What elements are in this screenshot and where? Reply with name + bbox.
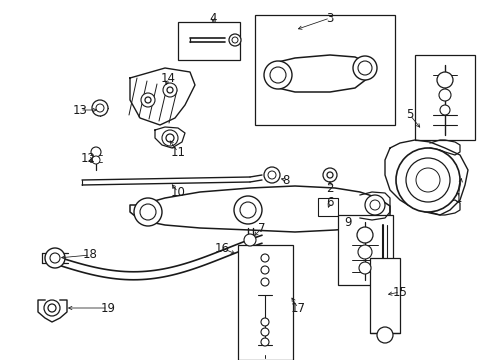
Circle shape: [45, 248, 65, 268]
Circle shape: [92, 156, 100, 164]
Circle shape: [405, 158, 449, 202]
Text: 15: 15: [392, 285, 407, 298]
Text: 4: 4: [209, 12, 216, 24]
Text: 7: 7: [258, 221, 265, 234]
Circle shape: [357, 245, 371, 259]
Text: 8: 8: [282, 174, 289, 186]
Circle shape: [50, 253, 60, 263]
Text: 6: 6: [325, 197, 333, 210]
Circle shape: [323, 168, 336, 182]
Text: 12: 12: [81, 152, 95, 165]
Circle shape: [395, 148, 459, 212]
Circle shape: [415, 168, 439, 192]
Circle shape: [96, 104, 104, 112]
Circle shape: [326, 172, 332, 178]
Bar: [254, 15, 394, 125]
Circle shape: [48, 304, 56, 312]
Bar: [317, 198, 337, 216]
Bar: [369, 258, 399, 333]
Text: 3: 3: [325, 12, 333, 24]
Circle shape: [234, 196, 262, 224]
Circle shape: [165, 134, 174, 142]
Circle shape: [162, 130, 178, 146]
Bar: [178, 22, 240, 60]
Circle shape: [261, 278, 268, 286]
Circle shape: [261, 266, 268, 274]
Circle shape: [352, 56, 376, 80]
Circle shape: [134, 198, 162, 226]
Circle shape: [44, 300, 60, 316]
Text: 11: 11: [170, 145, 185, 158]
Circle shape: [261, 338, 268, 346]
Text: 9: 9: [344, 216, 351, 230]
Circle shape: [356, 227, 372, 243]
Circle shape: [264, 167, 280, 183]
Circle shape: [358, 262, 370, 274]
Polygon shape: [130, 68, 195, 125]
Polygon shape: [130, 186, 389, 232]
Circle shape: [244, 234, 256, 246]
Circle shape: [228, 34, 241, 46]
Circle shape: [369, 200, 379, 210]
Circle shape: [261, 328, 268, 336]
Text: 16: 16: [214, 242, 229, 255]
Circle shape: [261, 318, 268, 326]
Circle shape: [269, 67, 285, 83]
Circle shape: [91, 147, 101, 157]
Circle shape: [439, 105, 449, 115]
Text: 13: 13: [72, 104, 87, 117]
Circle shape: [357, 61, 371, 75]
Circle shape: [141, 93, 155, 107]
Circle shape: [140, 204, 156, 220]
Circle shape: [261, 254, 268, 262]
Text: 19: 19: [101, 302, 115, 315]
Circle shape: [376, 327, 392, 343]
Text: 5: 5: [406, 108, 413, 122]
Circle shape: [264, 61, 291, 89]
Text: 1: 1: [453, 192, 461, 204]
Bar: [337, 215, 392, 285]
Text: 17: 17: [290, 302, 305, 315]
Circle shape: [438, 89, 450, 101]
Circle shape: [145, 97, 151, 103]
Circle shape: [364, 195, 384, 215]
Text: 2: 2: [325, 181, 333, 194]
Circle shape: [267, 171, 275, 179]
Circle shape: [240, 202, 256, 218]
Bar: [238, 245, 292, 360]
Circle shape: [167, 87, 173, 93]
Text: 18: 18: [82, 248, 97, 261]
Text: 10: 10: [170, 185, 185, 198]
Text: 14: 14: [160, 72, 175, 85]
Circle shape: [163, 83, 177, 97]
Circle shape: [436, 72, 452, 88]
Bar: [414, 55, 474, 140]
Circle shape: [92, 100, 108, 116]
Circle shape: [231, 37, 238, 43]
